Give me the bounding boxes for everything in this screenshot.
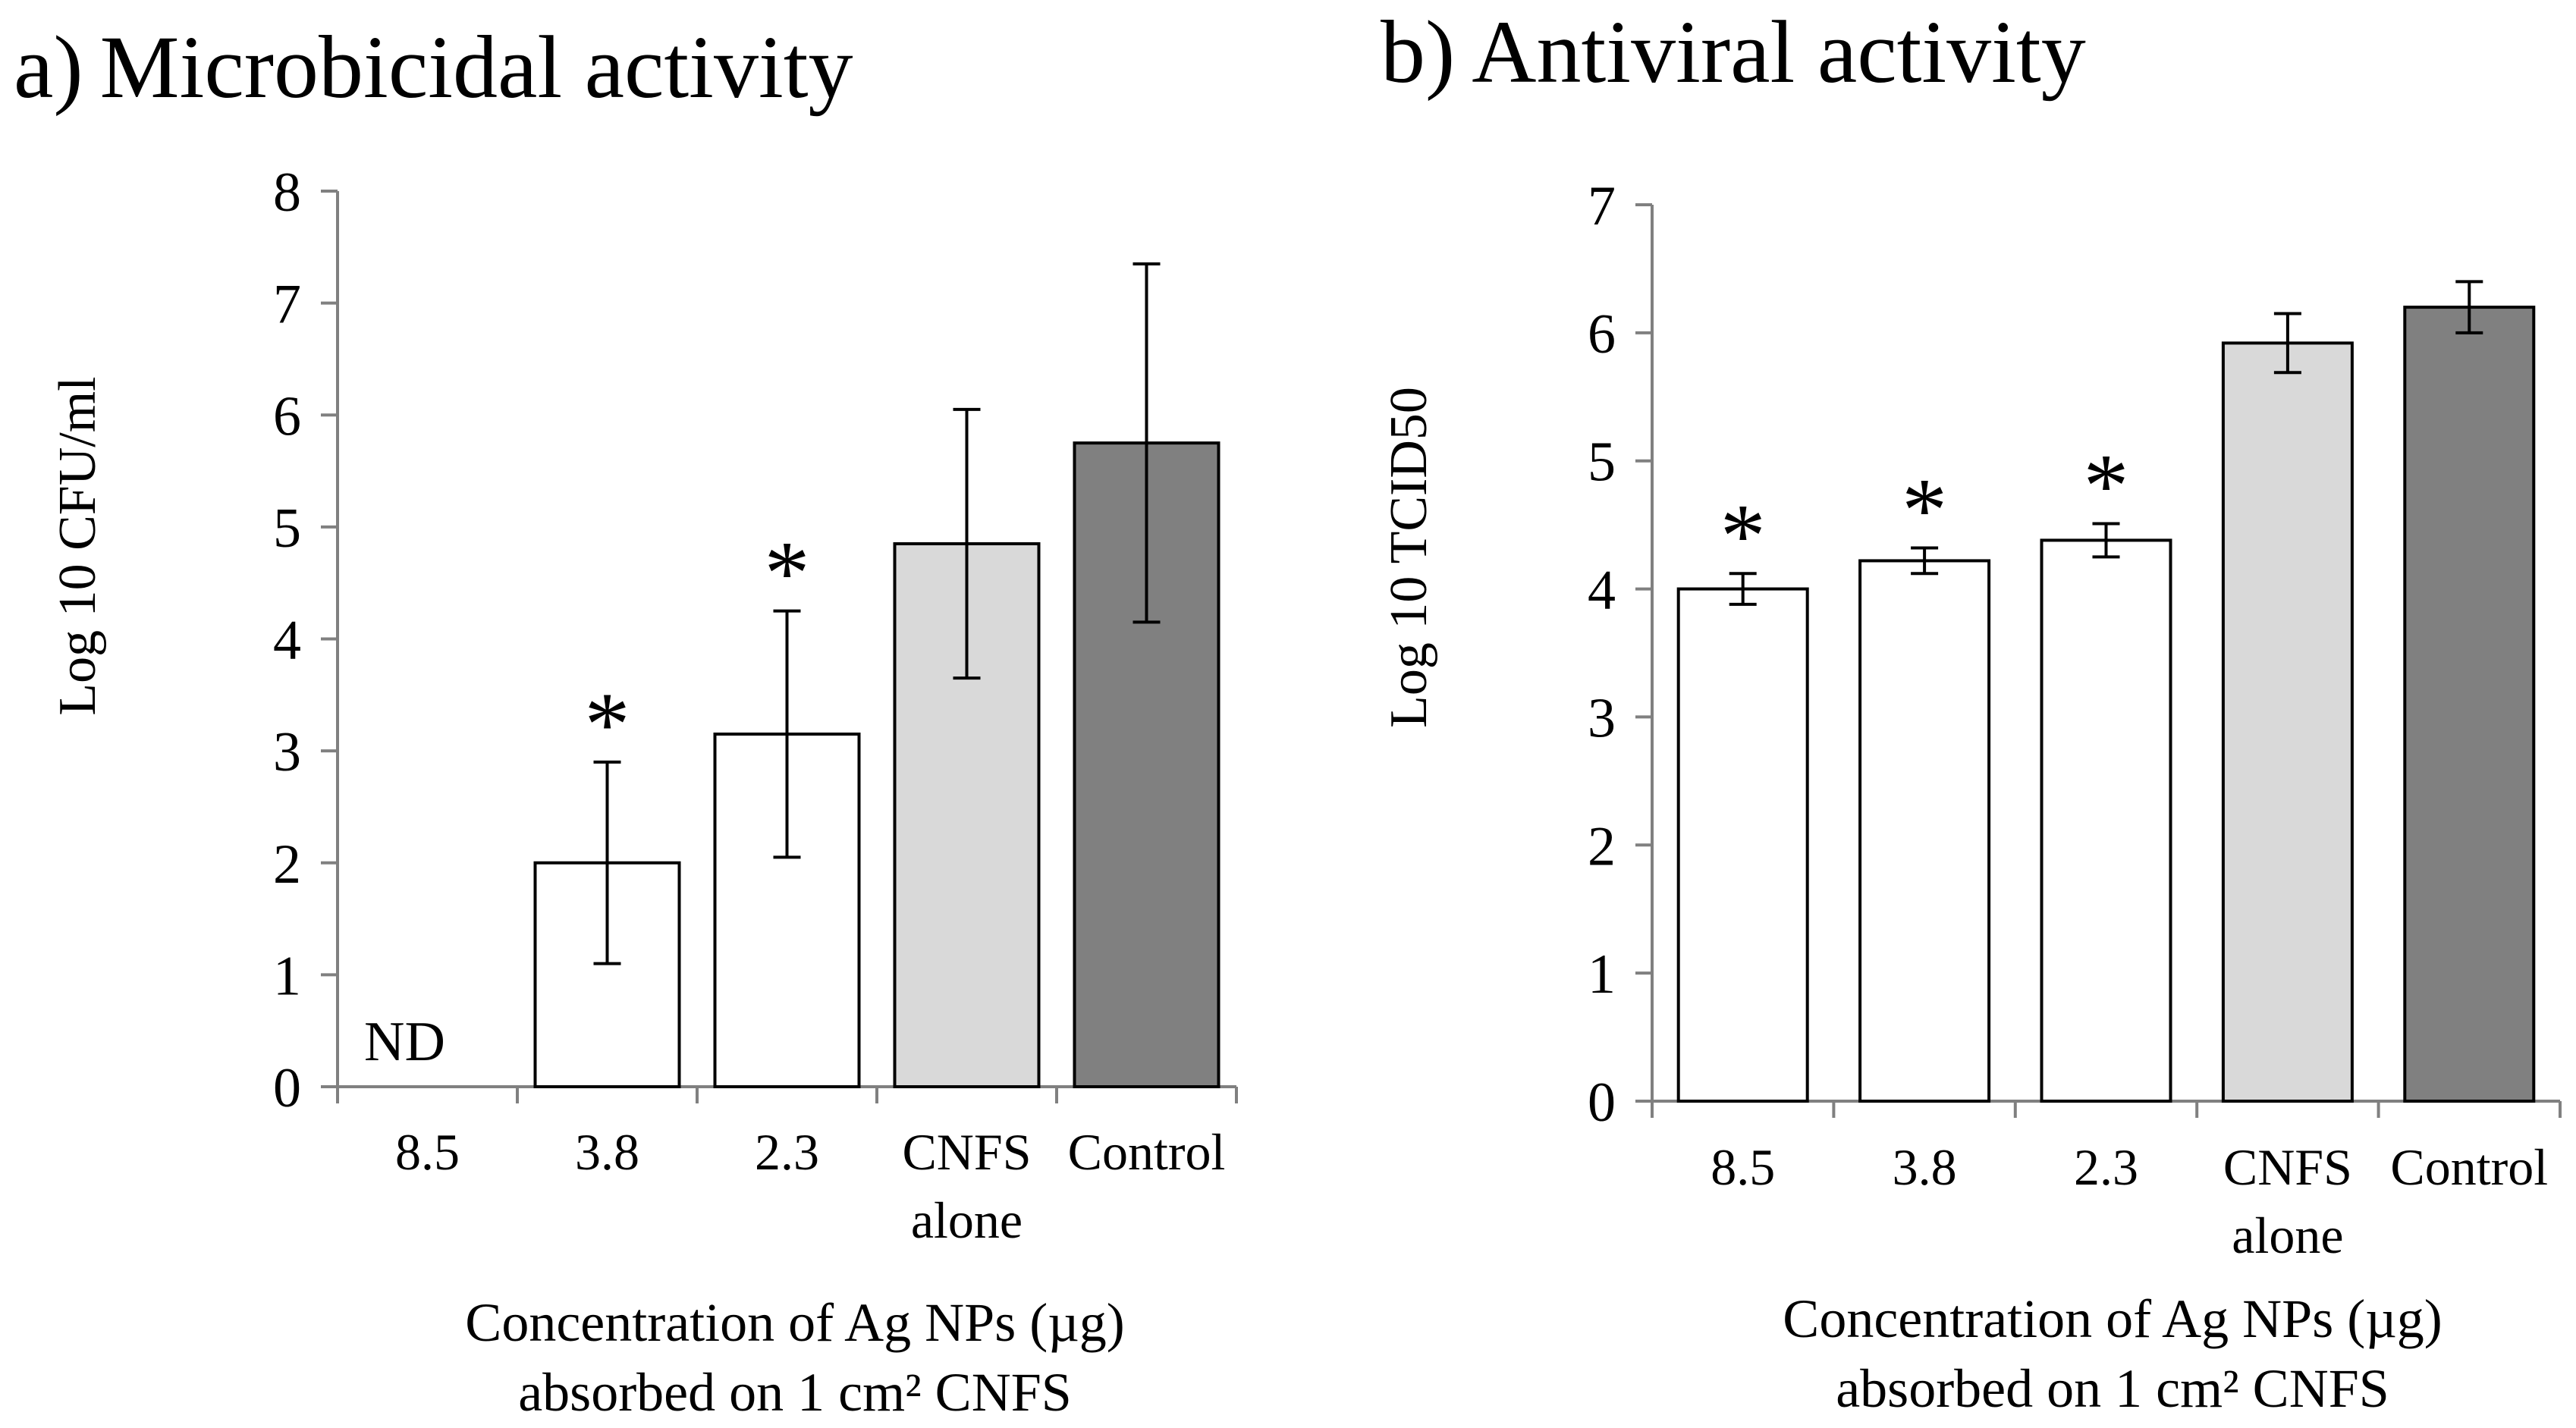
- panel-label: b): [1381, 2, 1455, 102]
- y-axis-title: Log 10 CFU/ml: [49, 376, 107, 715]
- panel-title: a) Microbicidal activity: [14, 17, 853, 117]
- bar: [2221, 341, 2354, 1103]
- y-tick-label: 3: [1588, 687, 1616, 749]
- y-tick-label: 6: [273, 385, 301, 447]
- bar: [2403, 306, 2536, 1103]
- bar: [2040, 538, 2172, 1103]
- y-tick-label: 7: [1588, 175, 1616, 237]
- x-tick-label: 3.8: [1893, 1138, 1957, 1196]
- x-tick-label: 8.5: [1711, 1138, 1775, 1196]
- y-axis-title: Log 10 TCID50: [1380, 387, 1438, 728]
- y-tick-label: 5: [273, 497, 301, 560]
- y-tick-label: 0: [273, 1057, 301, 1119]
- y-tick-label: 7: [273, 274, 301, 336]
- y-tick-label: 5: [1588, 432, 1616, 494]
- x-tick-label: Control: [2390, 1138, 2548, 1196]
- x-tick-label-line: CNFS: [902, 1123, 1031, 1181]
- bar: [1858, 559, 1991, 1103]
- y-tick-label: 3: [273, 721, 301, 783]
- x-tick-label-line: alone: [911, 1191, 1023, 1249]
- x-tick-label: 2.3: [755, 1123, 819, 1181]
- y-tick-label: 1: [273, 945, 301, 1007]
- y-tick-label: 4: [1588, 560, 1616, 622]
- panel-title: b) Antiviral activity: [1381, 2, 2086, 102]
- x-axis-title-line-1: Concentration of Ag NPs (µg): [1783, 1288, 2442, 1349]
- x-tick-label: 3.8: [575, 1123, 639, 1181]
- chart-title: Antiviral activity: [1472, 2, 2085, 102]
- x-tick-label: 8.5: [395, 1123, 460, 1181]
- significance-marker: *: [1720, 485, 1766, 585]
- x-tick-label-line: CNFS: [2223, 1138, 2352, 1196]
- x-tick-label: CNFS alone: [2223, 1138, 2352, 1264]
- y-tick-label: 1: [1588, 943, 1616, 1006]
- x-axis-title-line-2: absorbed on 1 cm² CNFS: [1836, 1358, 2389, 1419]
- y-tick-label: 2: [273, 833, 301, 896]
- not-detected-label: ND: [364, 1011, 445, 1073]
- significance-marker: *: [1902, 460, 1947, 560]
- significance-marker: *: [585, 673, 630, 774]
- y-tick-label: 0: [1588, 1072, 1616, 1134]
- x-axis-title-line-2: absorbed on 1 cm² CNFS: [518, 1362, 1072, 1423]
- x-tick-label: CNFS alone: [902, 1123, 1031, 1249]
- panel-b-antiviral-activity: b) Antiviral activity 0 1 2 3 4 5 6 7 * 8.5 * 3.8 * 2.3…: [1380, 2, 2562, 1419]
- x-axis-title-line-1: Concentration of Ag NPs (µg): [465, 1292, 1124, 1353]
- bar: [1676, 587, 1809, 1103]
- y-tick-label: 4: [273, 610, 301, 672]
- panel-label: a): [14, 17, 83, 117]
- x-tick-label-line: alone: [2232, 1207, 2343, 1264]
- y-tick-label: 8: [273, 162, 301, 224]
- significance-marker: *: [2084, 435, 2129, 535]
- y-tick-label: 6: [1588, 303, 1616, 366]
- chart-title: Microbicidal activity: [100, 17, 853, 117]
- x-tick-label: Control: [1068, 1123, 1226, 1181]
- x-tick-label: 2.3: [2074, 1138, 2138, 1196]
- y-tick-label: 2: [1588, 815, 1616, 877]
- panel-a-microbicidal-activity: a) Microbicidal activity 0 1 2 3 4 5 6 7 8 ND 8.5 * 3.…: [14, 17, 1238, 1423]
- significance-marker: *: [765, 523, 810, 623]
